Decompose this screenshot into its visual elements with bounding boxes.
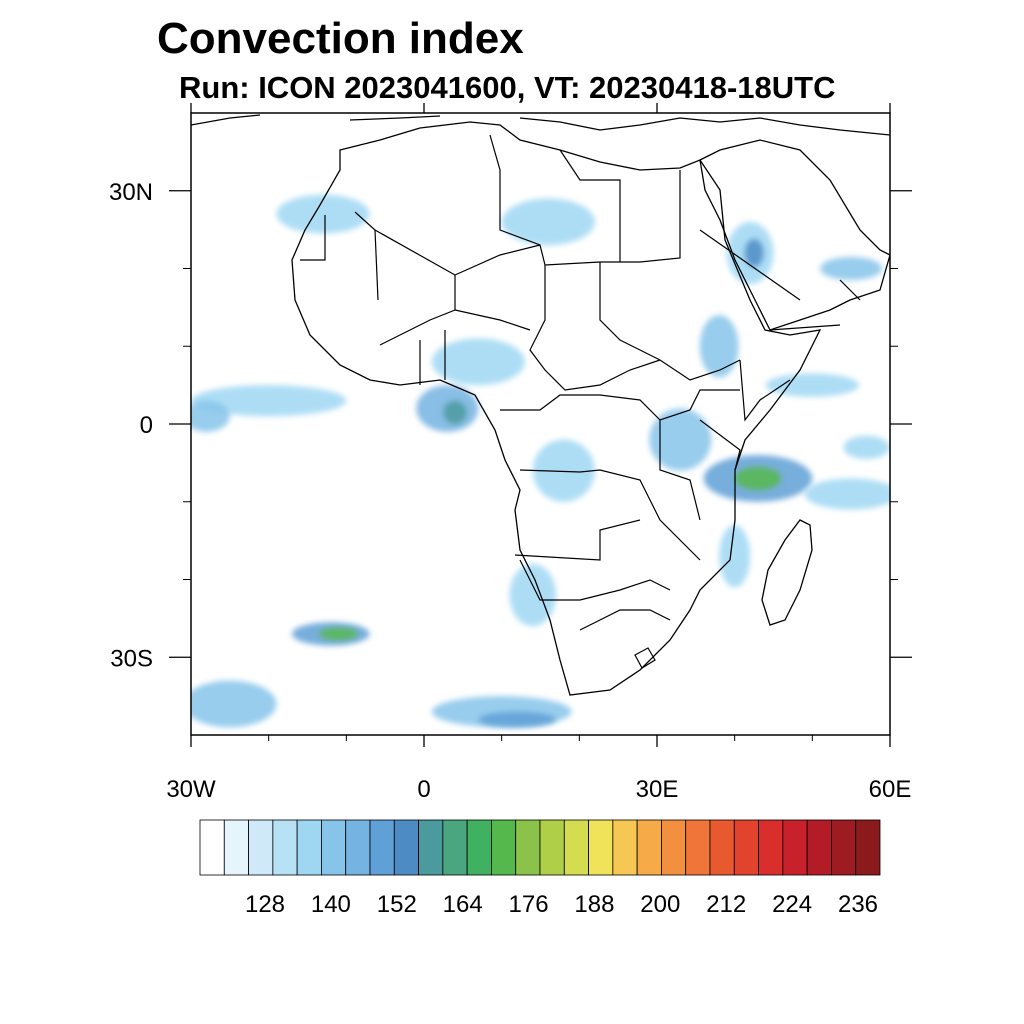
convection-cell-tanzania-coast-core <box>734 466 782 491</box>
convection-cell-oman <box>820 256 883 281</box>
colorbar-swatch <box>709 819 735 876</box>
europe-coastline <box>191 114 890 136</box>
colorbar-swatch <box>515 819 541 876</box>
colorbar-label: 200 <box>640 891 680 918</box>
colorbar-swatch <box>612 819 638 876</box>
colorbar-swatch <box>296 819 322 876</box>
colorbar: 128 140 152 164 176 188 200 212 224 236 <box>199 819 881 918</box>
convection-cell-namibia <box>509 563 557 627</box>
convection-cell-seychelles <box>843 435 890 459</box>
lat-tick-label: 30S <box>110 645 153 672</box>
colorbar-swatch <box>321 819 347 876</box>
boundaries <box>191 114 890 696</box>
colorbar-swatch <box>466 819 492 876</box>
convection-cell-mozambique-channel <box>719 525 751 588</box>
convection-cell-south-atlantic-core <box>319 627 358 641</box>
convection-cell-angola <box>532 439 595 502</box>
colorbar-label: 164 <box>443 891 483 918</box>
convection-cell-south-west-corner <box>191 680 277 728</box>
colorbar-swatch <box>636 819 662 876</box>
colorbar-swatch <box>806 819 832 876</box>
convection-cell-nigeria <box>431 338 525 386</box>
colorbar-label: 188 <box>574 891 614 918</box>
colorbar-label: 236 <box>838 891 878 918</box>
lon-tick-label: 30E <box>636 776 679 803</box>
convection-field <box>191 194 890 728</box>
africa-coastline <box>291 121 822 696</box>
colorbar-label: 212 <box>706 891 746 918</box>
colorbar-swatch <box>539 819 565 876</box>
colorbar-swatch <box>588 819 614 876</box>
lat-tick-label: 0 <box>140 412 153 439</box>
convection-cell-saudi-arabia-core <box>744 238 764 267</box>
lon-tick-label: 30W <box>166 776 216 803</box>
colorbar-swatch <box>418 819 444 876</box>
colorbar-swatch <box>442 819 468 876</box>
colorbar-swatch <box>248 819 274 876</box>
colorbar-swatch <box>223 819 249 876</box>
lat-tick-label: 30N <box>109 179 153 206</box>
madagascar-coastline <box>761 519 813 626</box>
colorbar-swatch <box>199 819 225 876</box>
convection-cell-atlantic-itcz <box>191 385 347 417</box>
colorbar-swatch <box>855 819 881 876</box>
colorbar-swatch <box>685 819 711 876</box>
convection-cell-ethiopia <box>699 315 739 378</box>
colorbar-label: 152 <box>377 891 417 918</box>
colorbar-label: 128 <box>245 891 285 918</box>
chart-title: Convection index <box>157 14 524 63</box>
convection-cell-somali-sea <box>765 373 859 397</box>
colorbar-swatch <box>369 819 395 876</box>
map-axes: 30W 0 30E 60E 30N 0 30S <box>109 103 912 803</box>
colorbar-swatch <box>661 819 687 876</box>
colorbar-swatch <box>393 819 419 876</box>
colorbar-label: 176 <box>509 891 549 918</box>
colorbar-swatch <box>782 819 808 876</box>
colorbar-swatch <box>272 819 298 876</box>
convection-cell-lake-victoria <box>649 408 712 471</box>
convection-cell-north-west-sahara <box>276 194 370 234</box>
country-borders <box>300 134 861 669</box>
lon-tick-label: 0 <box>417 776 430 803</box>
chart-subtitle: Run: ICON 2023041600, VT: 20230418-18UTC <box>179 70 836 105</box>
colorbar-label: 140 <box>311 891 351 918</box>
convection-cell-gulf-of-guinea-core <box>443 400 467 424</box>
colorbar-label: 224 <box>772 891 812 918</box>
convection-cell-cape-basin-core <box>478 711 557 728</box>
colorbar-swatch <box>733 819 759 876</box>
colorbar-swatch <box>563 819 589 876</box>
colorbar-swatch <box>345 819 371 876</box>
convection-cell-libya <box>501 198 595 246</box>
colorbar-swatch <box>831 819 857 876</box>
lon-tick-label: 60E <box>869 776 912 803</box>
convection-cell-indian-ocean <box>804 478 890 510</box>
colorbar-swatch <box>758 819 784 876</box>
colorbar-swatch <box>491 819 517 876</box>
convection-cell-atlantic-itcz-west <box>191 400 230 432</box>
